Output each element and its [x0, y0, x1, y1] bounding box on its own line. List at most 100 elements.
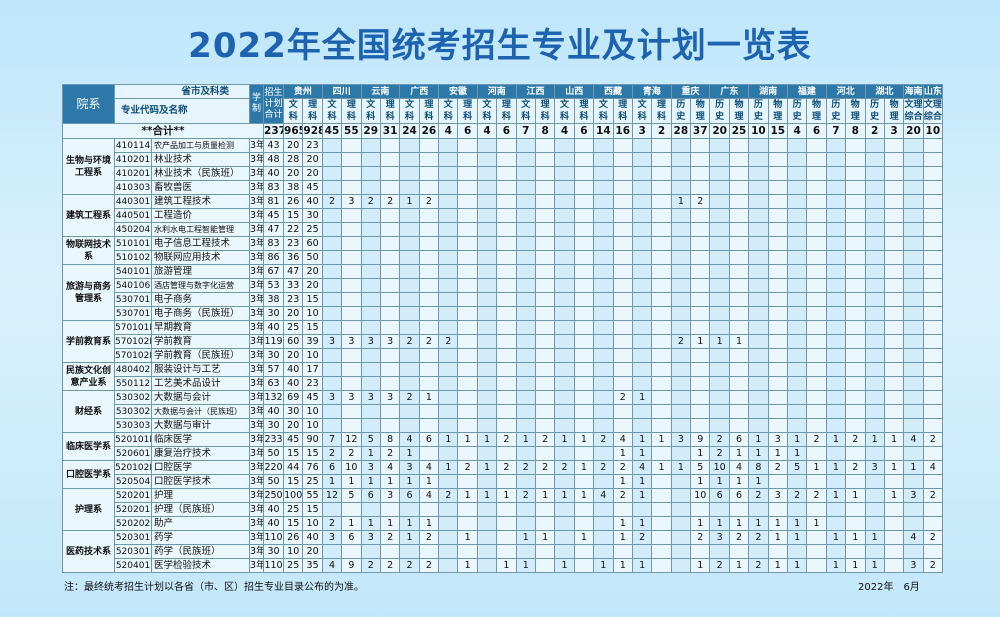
plan-value [864, 194, 885, 209]
plan-value [515, 278, 536, 293]
plan-value [690, 152, 711, 167]
plan-value [922, 138, 944, 153]
plan-value: 2 [321, 516, 343, 531]
plan-value: 1 [321, 474, 343, 489]
plan-value [399, 306, 420, 321]
table-row: 生物与环境工程系410114农产品加工与质量检测3年432023 [62, 138, 944, 195]
header-province: 河北 [825, 84, 866, 99]
plan-value: 43 [263, 138, 285, 153]
plan-value [476, 516, 498, 531]
plan-value [864, 180, 885, 195]
plan-value [864, 250, 885, 265]
plan-value: 45 [263, 208, 285, 223]
plan-value [418, 418, 440, 433]
plan-value [534, 236, 556, 251]
plan-value [534, 390, 556, 405]
plan-value [496, 222, 517, 237]
plan-value [767, 544, 788, 559]
plan-value [399, 362, 420, 377]
plan-value [922, 292, 944, 307]
plan-value [534, 502, 556, 517]
major-code: 410201 [114, 166, 152, 181]
plan-value: 15 [283, 516, 304, 531]
plan-value: 23 [283, 236, 304, 251]
plan-value [593, 530, 614, 545]
plan-value [496, 236, 517, 251]
plan-value [728, 292, 750, 307]
total-value: 55 [341, 123, 362, 139]
plan-value [767, 278, 788, 293]
plan-value: 3 [903, 488, 924, 503]
plan-value [438, 362, 459, 377]
plan-value: 1 [651, 432, 672, 447]
plan-value [554, 292, 575, 307]
plan-value [418, 446, 440, 461]
duration: 3年 [249, 558, 265, 573]
plan-value [341, 222, 362, 237]
plan-value [554, 362, 575, 377]
major-name: 口腔医学 [150, 460, 251, 475]
plan-value [825, 502, 847, 517]
plan-value: 5 [341, 488, 362, 503]
plan-value: 1 [360, 516, 381, 531]
plan-value [534, 208, 556, 223]
plan-value: 2 [922, 432, 944, 447]
plan-value: 10 [302, 404, 323, 419]
plan-value: 50 [302, 250, 323, 265]
plan-value: 2 [399, 334, 420, 349]
header-province: 山东 [922, 84, 944, 99]
plan-value [651, 222, 672, 237]
plan-value [612, 194, 633, 209]
plan-value [845, 362, 866, 377]
header-subject: 历史 [864, 98, 885, 124]
plan-value: 1 [631, 488, 653, 503]
plan-value [612, 502, 633, 517]
plan-value [631, 544, 653, 559]
plan-value [573, 376, 595, 391]
plan-value [883, 306, 905, 321]
plan-value: 2 [438, 488, 459, 503]
plan-value [457, 194, 478, 209]
plan-value: 2 [922, 558, 944, 573]
plan-value [515, 502, 536, 517]
plan-value: 10 [341, 460, 362, 475]
plan-value: 1 [864, 558, 885, 573]
plan-value [825, 180, 847, 195]
plan-value: 1 [399, 446, 420, 461]
plan-value [825, 152, 847, 167]
plan-value [457, 544, 478, 559]
table-row: 520504口腔医学技术3年501525111111111111 [63, 474, 944, 489]
plan-value [476, 376, 498, 391]
plan-value [922, 502, 944, 517]
plan-value [748, 208, 769, 223]
plan-value [748, 418, 769, 433]
plan-value [825, 474, 847, 489]
plan-value [786, 292, 808, 307]
header-subject: 物理 [767, 98, 788, 124]
plan-value [573, 306, 595, 321]
header-subject: 理科 [418, 98, 440, 124]
table-row: 建筑工程系440301建筑工程技术3年81264023221212 [62, 194, 944, 237]
plan-value: 30 [302, 208, 323, 223]
plan-value [806, 376, 827, 391]
plan-value [864, 516, 885, 531]
plan-value [748, 390, 769, 405]
plan-value [670, 530, 692, 545]
total-value: 8 [534, 123, 556, 139]
plan-value [864, 474, 885, 489]
major-code: 410114 [114, 138, 152, 153]
plan-value: 233 [263, 432, 285, 447]
plan-value [573, 250, 595, 265]
plan-value [864, 138, 885, 153]
plan-value: 1 [728, 474, 750, 489]
plan-value [806, 362, 827, 377]
header-subject: 历史 [670, 98, 692, 124]
plan-value [767, 250, 788, 265]
header-subject: 历史 [786, 98, 808, 124]
plan-value [418, 180, 440, 195]
plan-value: 1 [515, 530, 536, 545]
plan-value [341, 152, 362, 167]
plan-value [593, 194, 614, 209]
plan-value [457, 222, 478, 237]
plan-value [341, 348, 362, 363]
